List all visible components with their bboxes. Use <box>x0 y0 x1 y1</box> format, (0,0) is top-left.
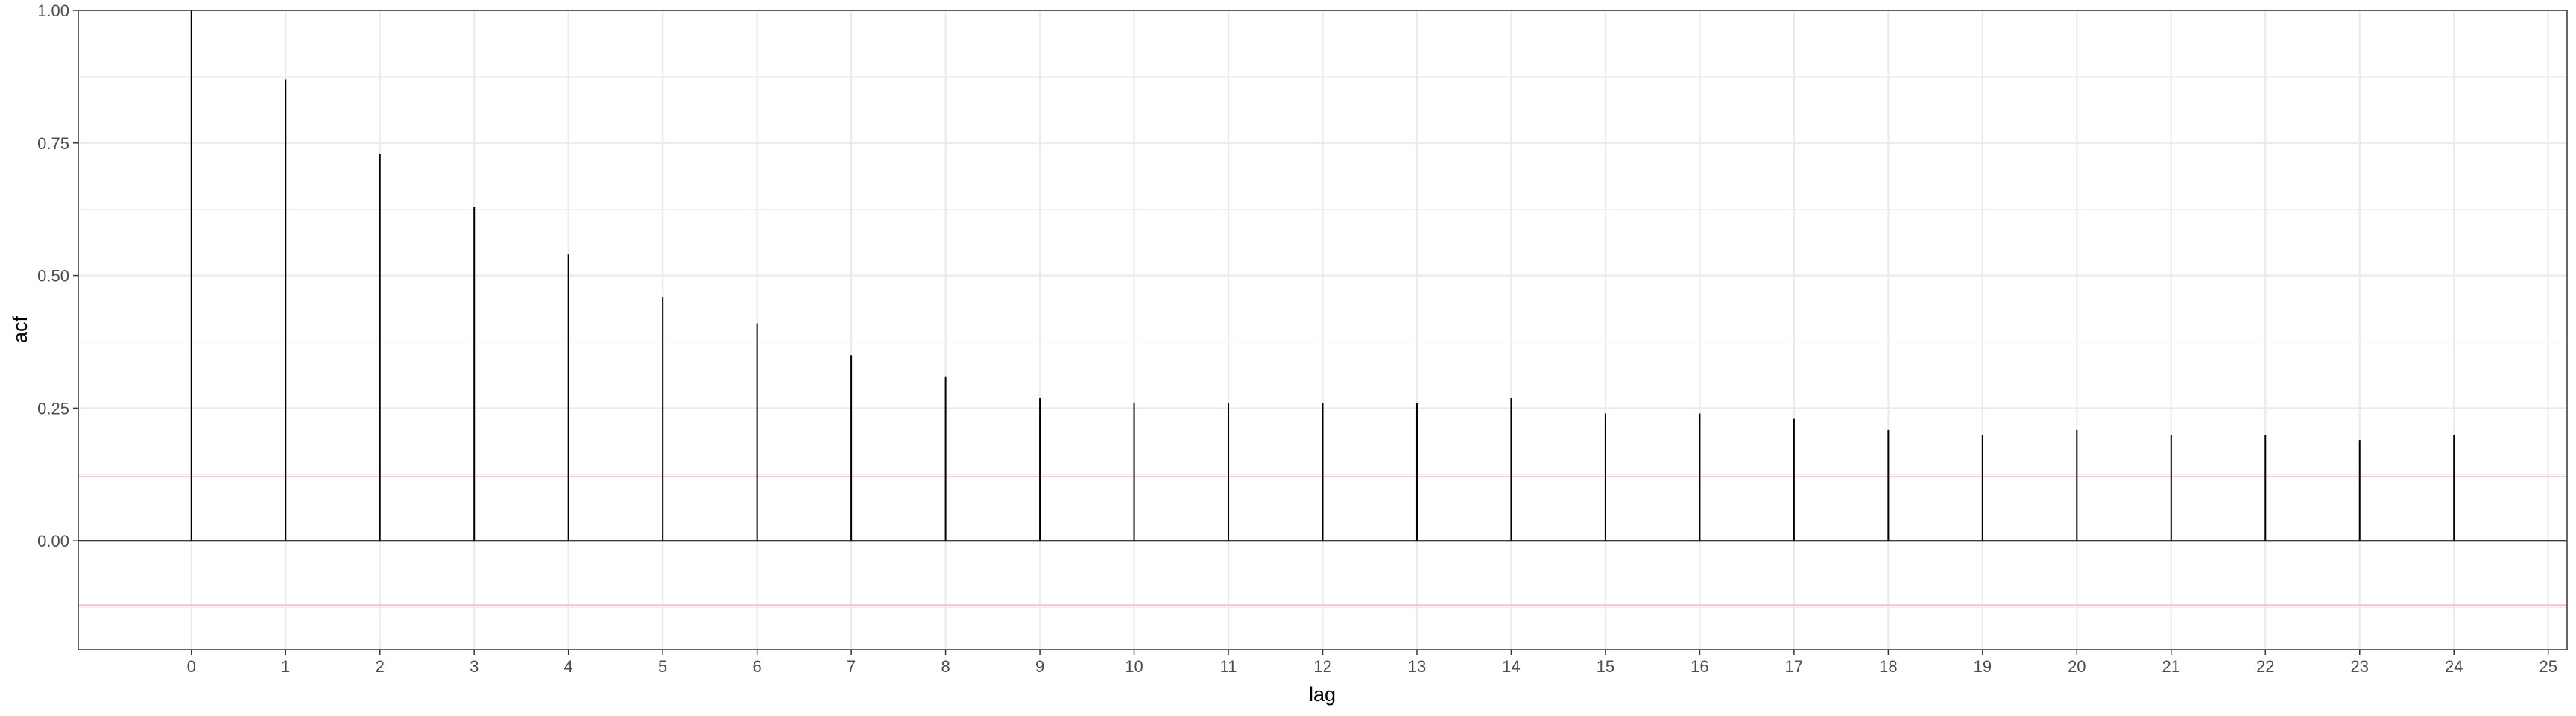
x-tick-label: 11 <box>1220 657 1237 676</box>
x-tick-label: 5 <box>658 657 667 676</box>
y-axis: 0.00 0.25 0.50 0.75 1.00 <box>37 1 78 550</box>
x-tick-label: 3 <box>470 657 479 676</box>
x-tick-label: 19 <box>1974 657 1992 676</box>
x-tick-label: 1 <box>281 657 290 676</box>
x-tick-label: 8 <box>941 657 950 676</box>
x-tick-label: 17 <box>1785 657 1803 676</box>
x-tick-label: 7 <box>847 657 856 676</box>
x-tick-label: 21 <box>2162 657 2180 676</box>
x-tick-label: 4 <box>564 657 573 676</box>
x-tick-label: 18 <box>1879 657 1897 676</box>
acf-bars <box>190 10 2455 541</box>
x-tick-label: 9 <box>1035 657 1044 676</box>
x-tick-label: 10 <box>1125 657 1143 676</box>
x-tick-label: 24 <box>2445 657 2463 676</box>
y-tick-label: 1.00 <box>37 1 69 20</box>
x-tick-label: 22 <box>2256 657 2274 676</box>
y-tick-label: 0.25 <box>37 399 69 418</box>
x-tick-label: 12 <box>1313 657 1331 676</box>
y-tick-label: 0.00 <box>37 532 69 550</box>
y-axis-title: acf <box>9 315 31 343</box>
x-tick-label: 16 <box>1690 657 1708 676</box>
x-tick-label: 25 <box>2539 657 2557 676</box>
x-tick-label: 13 <box>1408 657 1426 676</box>
y-tick-label: 0.50 <box>37 267 69 286</box>
x-tick-label: 20 <box>2068 657 2086 676</box>
x-tick-label: 23 <box>2351 657 2369 676</box>
x-tick-label: 0 <box>187 657 196 676</box>
x-tick-label: 14 <box>1502 657 1520 676</box>
x-axis: 0 1 2 3 4 5 6 7 8 9 10 11 12 13 14 15 16 17 18 19 20 21 22 23 24… <box>187 650 2557 676</box>
x-axis-title: lag <box>1309 683 1336 706</box>
y-tick-label: 0.75 <box>37 134 69 153</box>
x-tick-label: 15 <box>1597 657 1614 676</box>
x-tick-label: 6 <box>753 657 762 676</box>
x-tick-label: 2 <box>376 657 385 676</box>
